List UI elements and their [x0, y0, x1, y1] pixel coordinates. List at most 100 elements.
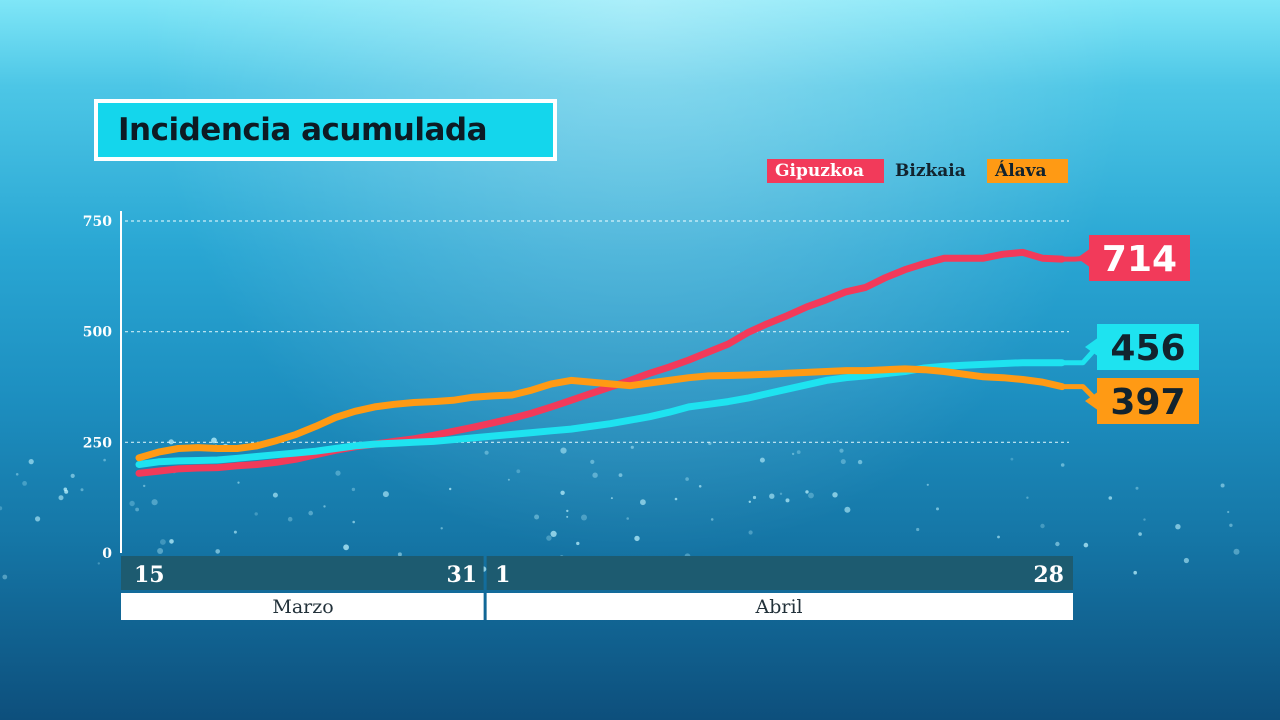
background-dot [352, 520, 356, 524]
legend-item-alava: Álava [987, 159, 1068, 183]
background-dot [233, 530, 237, 534]
background-dot [237, 481, 240, 484]
background-dot [808, 492, 814, 499]
background-dot [2, 574, 8, 580]
background-dot [685, 477, 689, 481]
background-dot [58, 495, 64, 501]
background-dot [272, 492, 278, 498]
background-dot [626, 517, 629, 520]
background-dot [805, 490, 809, 494]
background-dots [0, 437, 1240, 581]
background-dot [507, 478, 510, 481]
y-tick-label-250: 250 [83, 435, 112, 451]
background-dot [63, 487, 68, 492]
background-dot [484, 450, 489, 455]
background-dot [254, 512, 258, 516]
background-dot [1133, 570, 1137, 575]
background-dot [143, 484, 146, 488]
background-dot [610, 497, 613, 500]
background-dot [1026, 496, 1029, 499]
y-tick-label-500: 500 [83, 325, 112, 341]
background-dot [857, 459, 863, 465]
legend-label-gipuzkoa: Gipuzkoa [775, 161, 865, 181]
end-pointer-gipuzkoa [1077, 248, 1091, 268]
month-strip-marzo [121, 593, 484, 620]
end-value-labels: 714 456 397 [1062, 235, 1199, 424]
background-dot [748, 500, 751, 503]
series-line-gipuzkoa [135, 248, 1066, 477]
background-dot [839, 448, 844, 453]
background-dot [28, 459, 34, 465]
background-dot [97, 562, 101, 565]
end-value-label-bizkaia: 456 [1110, 328, 1185, 369]
end-value-label-gipuzkoa: 714 [1102, 239, 1177, 280]
background-dot [1108, 496, 1113, 500]
chart-title: Incidencia acumulada [118, 112, 488, 148]
background-dot [832, 492, 838, 498]
legend-item-bizkaia: Bizkaia [887, 159, 983, 183]
background-dot [844, 506, 851, 513]
background-dot [674, 497, 678, 501]
background-dot [576, 541, 580, 546]
background-dot [592, 472, 598, 478]
end-value-label-álava: 397 [1110, 382, 1185, 423]
grid-lines [125, 220, 1069, 443]
background-dot [103, 458, 106, 462]
background-dot [382, 491, 389, 498]
background-dot [1135, 486, 1139, 490]
background-dot [70, 473, 75, 478]
background-dot [215, 549, 220, 554]
background-dot [840, 459, 846, 465]
background-dot [560, 490, 565, 495]
x-axis: 15 31 1 28 Marzo Abril [121, 556, 1073, 620]
background-dot [169, 539, 174, 544]
background-dot [343, 544, 349, 551]
series-line-bizkaia [135, 359, 1066, 468]
background-dot [35, 516, 41, 522]
background-dot [566, 515, 569, 518]
legend-item-gipuzkoa: Gipuzkoa [767, 159, 884, 183]
end-value-box-gipuzkoa [1089, 235, 1190, 281]
end-value-box-álava [1097, 378, 1199, 424]
series-lines [135, 248, 1066, 477]
background-dot [160, 539, 166, 545]
background-dot [698, 485, 702, 488]
background-dot [129, 500, 135, 507]
background-dot [640, 499, 646, 506]
background-dot [151, 499, 158, 506]
background-dot [1183, 557, 1189, 564]
background-dot [135, 507, 140, 512]
background-dot [1175, 524, 1181, 530]
background-dot [80, 488, 84, 492]
background-dot [1233, 548, 1240, 555]
background-dot [748, 530, 753, 535]
month-strip-abril [486, 593, 1073, 620]
legend-label-alava: Álava [995, 161, 1047, 181]
background-dot [710, 518, 714, 521]
background-dot [769, 493, 775, 499]
background-dot [916, 527, 920, 532]
background-dot [785, 498, 790, 503]
series-line-álava [135, 365, 1066, 462]
background-dot [560, 447, 567, 454]
background-dot [440, 527, 443, 530]
background-dot [534, 514, 540, 520]
background-dot [936, 507, 939, 511]
background-dot [791, 452, 795, 456]
background-dot [1138, 532, 1142, 536]
background-dot [590, 459, 595, 464]
end-value-box-bizkaia [1097, 324, 1199, 370]
background-dot [836, 440, 839, 443]
background-dot [1229, 523, 1233, 527]
background-dot [308, 510, 314, 516]
y-tick-label-750: 750 [83, 214, 112, 230]
background-dot [1040, 523, 1045, 529]
background-dot [546, 535, 552, 541]
background-dot [397, 552, 402, 557]
background-dot [1227, 510, 1230, 514]
background-dot [335, 470, 341, 476]
background-dot [926, 483, 929, 486]
x-tick-label-15: 15 [134, 562, 165, 588]
x-tick-label-31: 31 [447, 562, 478, 588]
